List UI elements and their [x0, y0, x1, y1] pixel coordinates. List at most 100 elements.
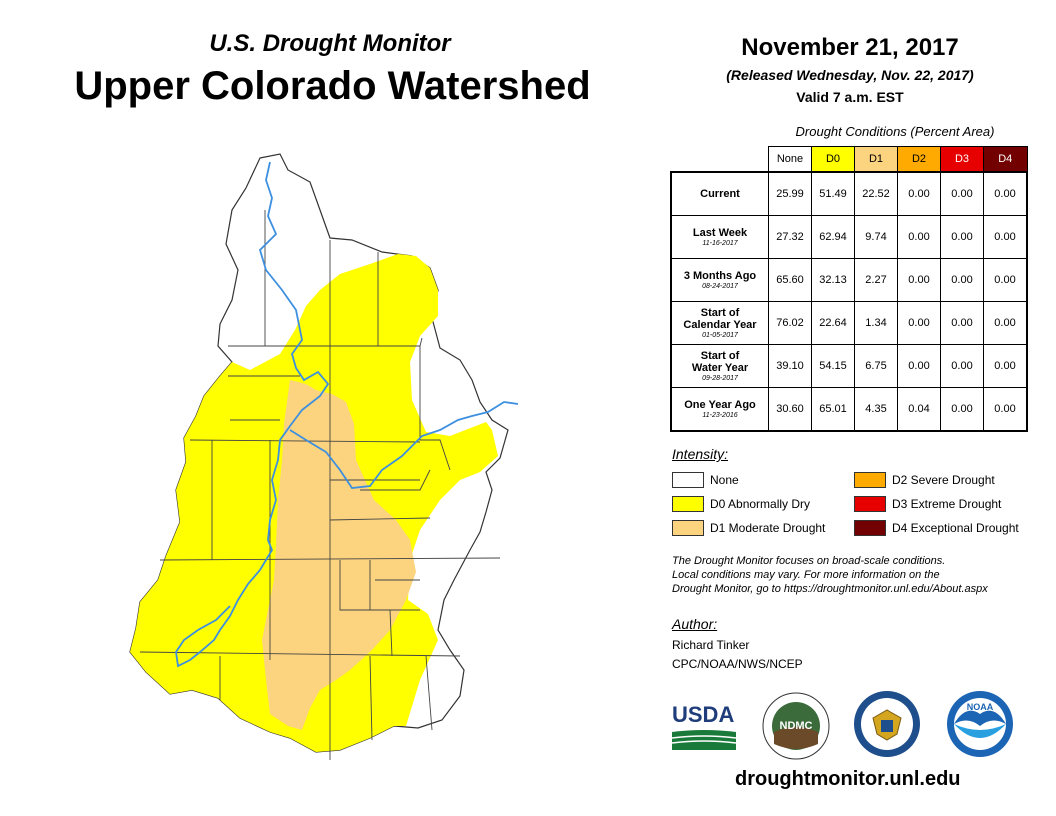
- table-row: 3 Months Ago 08-24-2017 65.60 32.13 2.27 …: [670, 258, 1028, 302]
- usda-logo-text: USDA: [672, 702, 735, 727]
- legend-item-d2: D2 Severe Drought: [854, 472, 995, 488]
- cell-d1: 4.35: [854, 387, 898, 432]
- row-date: 01-05-2017: [702, 331, 738, 339]
- ndmc-logo: NDMC: [762, 692, 830, 760]
- cell-d1: 6.75: [854, 344, 898, 388]
- author-name: Richard Tinker: [672, 638, 750, 652]
- cell-d2: 0.00: [897, 344, 941, 388]
- legend-swatch: [854, 472, 886, 488]
- cell-d4: 0.00: [983, 215, 1028, 259]
- cell-d3: 0.00: [940, 344, 984, 388]
- row-label: Start of Water Year 09-28-2017: [670, 344, 769, 388]
- ndmc-logo-text: NDMC: [780, 720, 813, 732]
- legend-label: D4 Exceptional Drought: [892, 521, 1019, 535]
- cell-none: 65.60: [768, 258, 812, 302]
- valid-time: Valid 7 a.m. EST: [796, 89, 904, 105]
- cell-d2: 0.00: [897, 215, 941, 259]
- row-label: Last Week 11-16-2017: [670, 215, 769, 259]
- cell-d0: 51.49: [811, 171, 855, 216]
- map-subtitle: U.S. Drought Monitor: [209, 30, 451, 57]
- cell-d1: 9.74: [854, 215, 898, 259]
- cell-d4: 0.00: [983, 301, 1028, 345]
- table-row: Start of Calendar Year 01-05-2017 76.02 22…: [670, 301, 1028, 345]
- release-date: (Released Wednesday, Nov. 22, 2017): [726, 67, 974, 83]
- row-date: 08-24-2017: [702, 282, 738, 290]
- legend-title: Intensity:: [672, 446, 729, 462]
- legend-swatch: [854, 496, 886, 512]
- row-label: Start of Calendar Year 01-05-2017: [670, 301, 769, 345]
- usda-logo-mark: [671, 730, 737, 750]
- cell-d3: 0.00: [940, 215, 984, 259]
- cell-none: 27.32: [768, 215, 812, 259]
- cell-d2: 0.00: [897, 171, 941, 216]
- author-organization: CPC/NOAA/NWS/NCEP: [672, 657, 803, 671]
- table-row: Last Week 11-16-2017 27.32 62.94 9.74 0.0…: [670, 215, 1028, 259]
- map-date: November 21, 2017: [741, 34, 959, 61]
- cell-d1: 2.27: [854, 258, 898, 302]
- cell-d1: 22.52: [854, 171, 898, 216]
- legend-label: D0 Abnormally Dry: [710, 497, 811, 511]
- legend-swatch: [854, 520, 886, 536]
- header-d1: D1: [854, 146, 898, 173]
- cell-none: 30.60: [768, 387, 812, 432]
- table-row: One Year Ago 11-23-2016 30.60 65.01 4.35 …: [670, 387, 1028, 432]
- watershed-map: [129, 153, 519, 760]
- header-blank: [671, 147, 769, 173]
- legend-label: None: [710, 473, 739, 487]
- cell-d4: 0.00: [983, 258, 1028, 302]
- cell-d4: 0.00: [983, 344, 1028, 388]
- cell-none: 25.99: [768, 171, 812, 216]
- legend-swatch: [672, 472, 704, 488]
- table-title: Drought Conditions (Percent Area): [795, 124, 995, 139]
- header-d2: D2: [897, 146, 941, 173]
- row-label: One Year Ago 11-23-2016: [670, 387, 769, 432]
- table-row: Current 25.99 51.49 22.52 0.00 0.00 0.00: [670, 171, 1028, 216]
- cell-d0: 62.94: [811, 215, 855, 259]
- commerce-seal-logo: [854, 691, 920, 757]
- legend-item-none: None: [672, 472, 739, 488]
- website-url[interactable]: droughtmonitor.unl.edu: [735, 768, 961, 790]
- cell-d4: 0.00: [983, 387, 1028, 432]
- legend-swatch: [672, 496, 704, 512]
- usda-logo: USDA: [671, 702, 737, 750]
- note-line: Drought Monitor, go to https://droughtmo…: [672, 583, 988, 595]
- table-row: Start of Water Year 09-28-2017 39.10 54.15…: [670, 344, 1028, 388]
- header-d3: D3: [940, 146, 984, 173]
- legend-swatch: [672, 520, 704, 536]
- colorado-river: [175, 161, 519, 668]
- noaa-logo: NOAA: [947, 691, 1013, 757]
- row-date: 11-23-2016: [702, 411, 738, 419]
- row-label: 3 Months Ago 08-24-2017: [670, 258, 769, 302]
- cell-none: 39.10: [768, 344, 812, 388]
- author-title: Author:: [672, 616, 718, 632]
- table-header-row: None D0 D1 D2 D3 D4: [671, 146, 1028, 173]
- header-d0: D0: [811, 146, 855, 173]
- legend-label: D3 Extreme Drought: [892, 497, 1002, 511]
- cell-d2: 0.04: [897, 387, 941, 432]
- cell-d2: 0.00: [897, 258, 941, 302]
- cell-d3: 0.00: [940, 171, 984, 216]
- header-d4: D4: [983, 146, 1028, 173]
- header-none: None: [768, 146, 812, 173]
- cell-none: 76.02: [768, 301, 812, 345]
- legend-item-d3: D3 Extreme Drought: [854, 496, 1001, 512]
- row-date: 11-16-2017: [702, 239, 738, 247]
- map-title: Upper Colorado Watershed: [74, 64, 591, 108]
- cell-d3: 0.00: [940, 258, 984, 302]
- drought-conditions-table: None D0 D1 D2 D3 D4 Current 25.99 51.49 …: [670, 146, 1028, 432]
- legend-item-d0: D0 Abnormally Dry: [672, 496, 810, 512]
- boundary-lines: [139, 210, 501, 760]
- cell-d4: 0.00: [983, 171, 1028, 216]
- legend-label: D2 Severe Drought: [892, 473, 995, 487]
- cell-d3: 0.00: [940, 387, 984, 432]
- cell-d0: 32.13: [811, 258, 855, 302]
- legend-item-d4: D4 Exceptional Drought: [854, 520, 1019, 536]
- note-line: Local conditions may vary. For more info…: [672, 569, 940, 581]
- cell-d3: 0.00: [940, 301, 984, 345]
- d1-moderate-drought-area: [262, 380, 416, 730]
- legend-label: D1 Moderate Drought: [710, 521, 826, 535]
- row-label: Current: [670, 171, 769, 216]
- cell-d0: 22.64: [811, 301, 855, 345]
- drought-monitor-note: The Drought Monitor focuses on broad-sca…: [672, 554, 1044, 596]
- cell-d0: 65.01: [811, 387, 855, 432]
